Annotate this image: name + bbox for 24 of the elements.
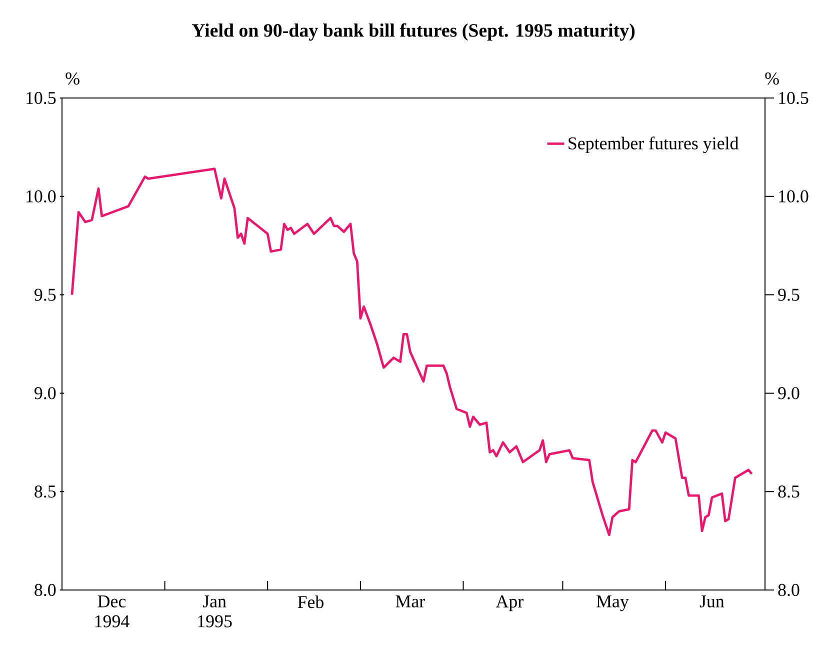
y2-tick-label: 9.0 [778,387,800,400]
line-series [70,168,753,536]
y2-tick-label: 8.5 [778,486,800,498]
y-tick-label: 8.5 [34,486,56,498]
x-tick-label: Jun [700,596,724,608]
legend-label: September futures yield [568,136,739,154]
x-tick-label: Apr [496,596,524,612]
x-tick-label: Dec 1994 [95,596,130,628]
y-tick-label: 9.0 [34,387,56,400]
chart-title: Yield on 90-day bank bill futures (Sept. 1995 maturity) [192,23,635,41]
x-tick-label: May [596,596,629,612]
y2-axis-title: % [765,72,779,85]
y-axis-title: % [66,72,80,85]
y2-tick-label: 9.5 [778,288,800,301]
y-tick-label: 9.5 [34,288,56,301]
y2-tick-label: 10.0 [779,190,808,202]
y-tick-label: 10.5 [26,92,56,104]
x-tick-label: Mar [396,596,425,608]
x-tick-label: Feb [298,596,324,608]
x-tick-label: Jan 1995 [198,596,232,628]
y2-tick-label: 10.5 [779,92,808,104]
y-tick-label: 10.0 [26,190,56,202]
y2-tick-label: 8.0 [778,584,800,596]
y-tick-label: 8.0 [34,584,56,596]
